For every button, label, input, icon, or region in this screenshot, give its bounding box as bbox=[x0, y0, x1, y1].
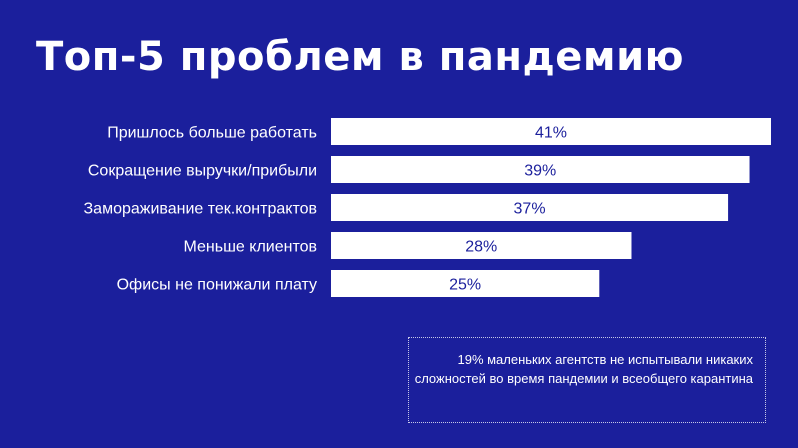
footnote-text: 19% маленьких агентств не испытывали ник… bbox=[414, 352, 753, 386]
value-label: 25% bbox=[449, 277, 481, 294]
bar bbox=[331, 194, 729, 221]
category-label: Замораживание тек.контрактов bbox=[84, 201, 318, 218]
value-label: 39% bbox=[524, 163, 556, 180]
value-label: 37% bbox=[514, 201, 546, 218]
category-label: Меньше клиентов bbox=[184, 239, 318, 256]
category-label: Сокращение выручки/прибыли bbox=[88, 163, 317, 180]
footnote-box: 19% маленьких агентств не испытывали ник… bbox=[408, 337, 766, 423]
bar bbox=[331, 156, 750, 183]
bar bbox=[331, 270, 600, 297]
value-label: 41% bbox=[535, 125, 567, 142]
bar bbox=[331, 232, 632, 259]
chart-title: Топ-5 проблем в пандемию bbox=[36, 34, 685, 80]
value-label: 28% bbox=[465, 239, 497, 256]
bar bbox=[331, 118, 771, 145]
category-label: Офисы не понижали плату bbox=[117, 277, 317, 294]
category-label: Пришлось больше работать bbox=[107, 125, 317, 142]
